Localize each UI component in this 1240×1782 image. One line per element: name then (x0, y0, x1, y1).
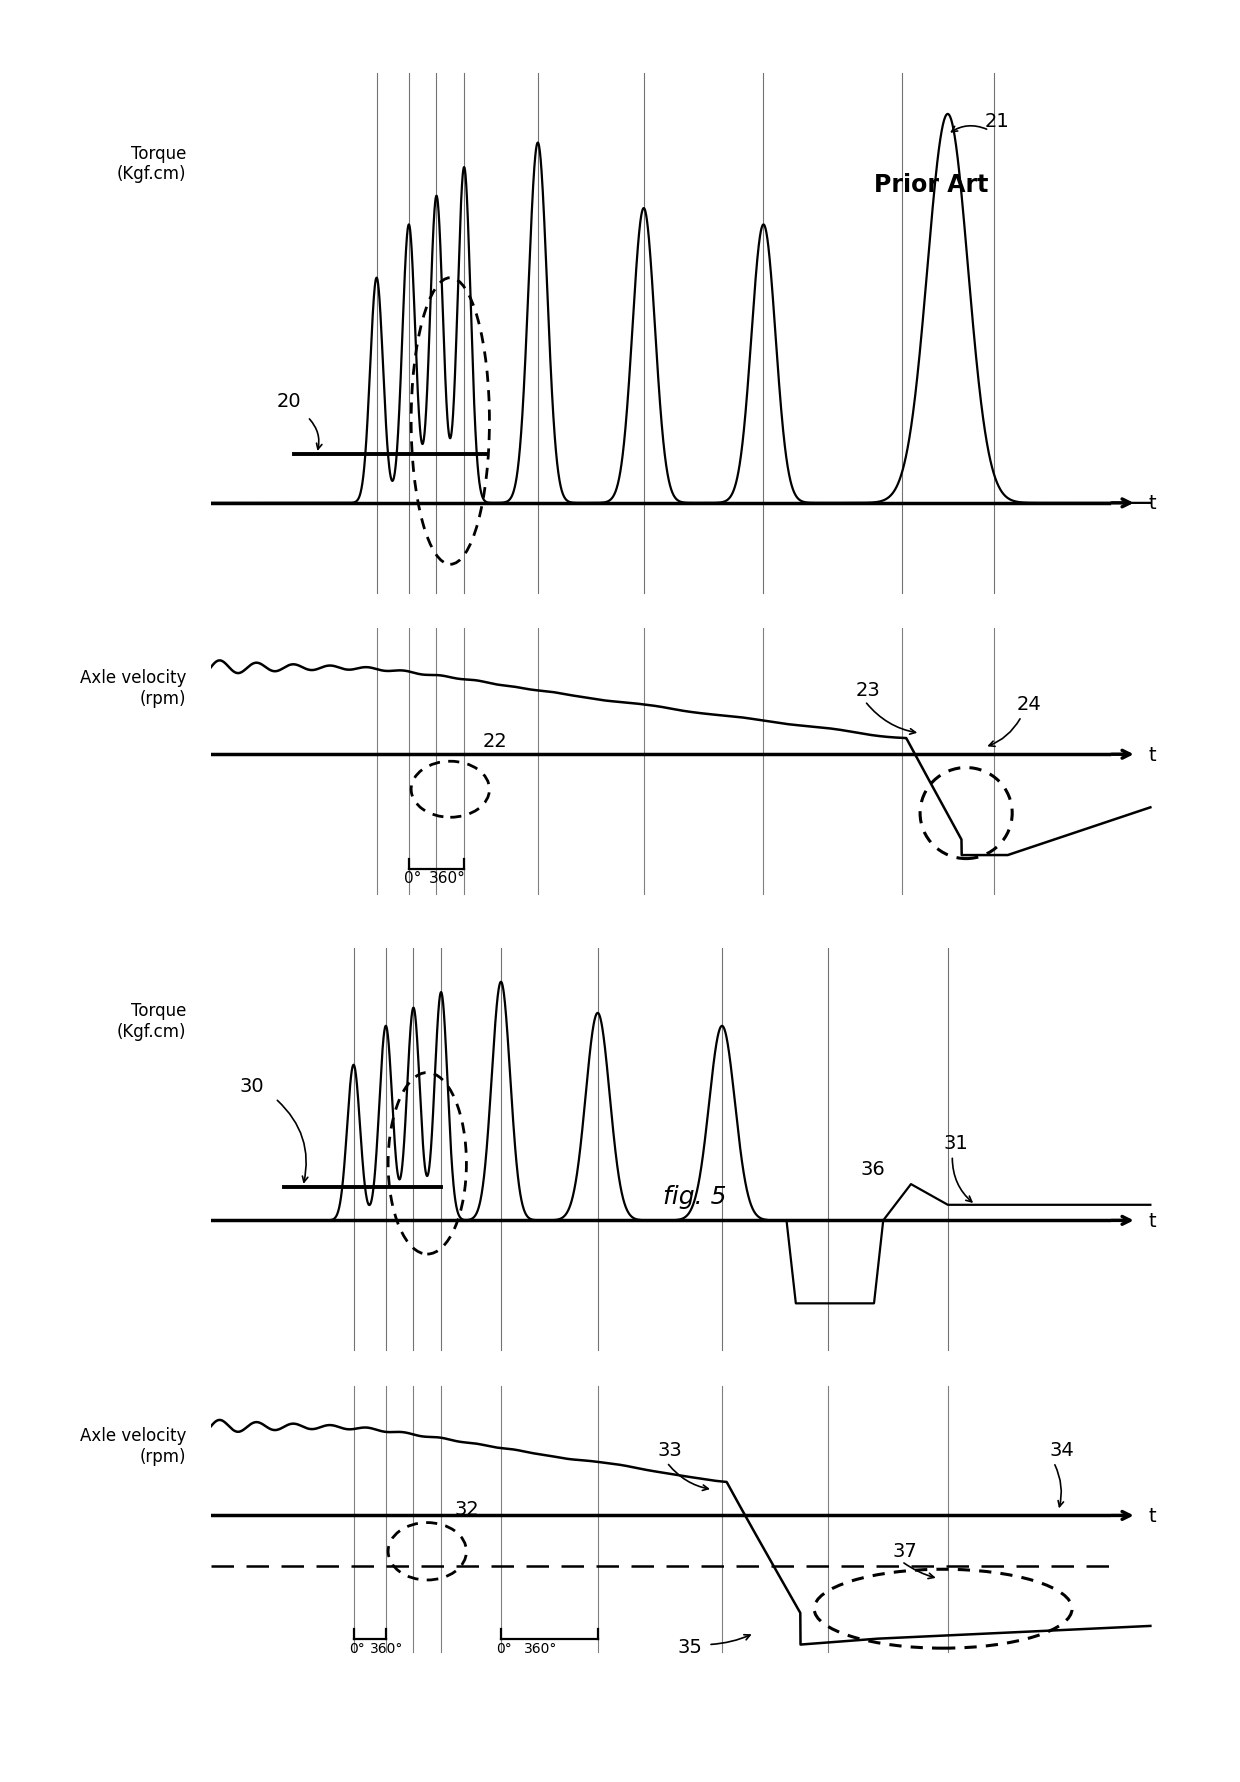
Text: 24: 24 (1017, 695, 1042, 715)
Text: 20: 20 (277, 392, 301, 412)
Text: 34: 34 (1049, 1440, 1074, 1459)
Text: Prior Art: Prior Art (874, 173, 988, 196)
Text: 360°: 360° (429, 870, 466, 886)
Text: Axle velocity
(rpm): Axle velocity (rpm) (81, 668, 186, 707)
Text: t: t (1148, 1212, 1156, 1230)
Text: Axle velocity
(rpm): Axle velocity (rpm) (81, 1426, 186, 1465)
Text: 360°: 360° (525, 1641, 557, 1655)
Text: 33: 33 (657, 1440, 682, 1459)
Text: t: t (1148, 494, 1156, 513)
Text: 31: 31 (944, 1133, 968, 1153)
Text: 23: 23 (856, 681, 880, 700)
Text: 0°: 0° (348, 1641, 365, 1655)
Text: 30: 30 (239, 1076, 264, 1096)
Text: Torque
(Kgf.cm): Torque (Kgf.cm) (117, 1001, 186, 1041)
Text: t: t (1148, 745, 1156, 764)
Text: 35: 35 (677, 1638, 702, 1655)
Text: 21: 21 (985, 112, 1009, 132)
Text: 37: 37 (893, 1541, 918, 1559)
Text: 32: 32 (455, 1499, 480, 1518)
Text: Torque
(Kgf.cm): Torque (Kgf.cm) (117, 144, 186, 184)
Text: 0°: 0° (404, 870, 422, 886)
Text: 22: 22 (482, 731, 507, 750)
Text: 0°: 0° (496, 1641, 512, 1655)
Text: 360°: 360° (371, 1641, 403, 1655)
Text: t: t (1148, 1506, 1156, 1525)
Text: fig. 5: fig. 5 (662, 1183, 727, 1208)
Text: 36: 36 (861, 1158, 885, 1178)
